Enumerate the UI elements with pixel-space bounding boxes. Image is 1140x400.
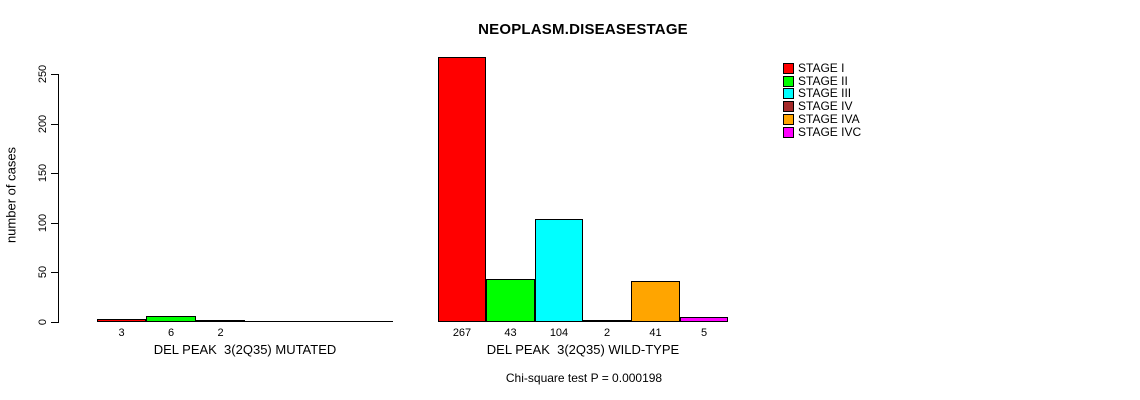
legend-label: STAGE IV <box>798 99 853 113</box>
y-tick-label: 100 <box>37 213 49 233</box>
y-tick-label: 0 <box>37 318 49 326</box>
y-axis-tick <box>51 173 59 174</box>
bar-stage-ii <box>486 279 535 322</box>
y-axis-tick <box>51 272 59 273</box>
bar-stage-ivc <box>680 317 728 322</box>
bar-stage-iva <box>631 281 680 322</box>
y-axis-line <box>58 74 59 323</box>
bar-stage-iii <box>535 219 583 322</box>
bar-value-label: 6 <box>167 327 175 339</box>
bar-stage-i <box>438 57 486 322</box>
legend-item: STAGE I <box>783 61 845 75</box>
legend-label: STAGE II <box>798 74 848 88</box>
bar-value-label: 267 <box>452 327 472 339</box>
legend-label: STAGE III <box>798 86 852 100</box>
bar-stage-ii <box>146 316 196 322</box>
y-tick-label: 250 <box>37 64 49 84</box>
legend-item: STAGE III <box>783 86 852 100</box>
legend-label: STAGE I <box>798 61 845 75</box>
legend-item: STAGE IVC <box>783 125 862 139</box>
bar-value-label: 3 <box>118 327 125 339</box>
bar-stage-iii <box>196 320 245 322</box>
y-tick-label: 200 <box>37 114 49 134</box>
y-axis-tick <box>51 322 59 323</box>
chart-title: NEOPLASM.DISEASESTAGE <box>478 21 688 38</box>
legend-swatch <box>783 127 794 138</box>
y-axis-tick <box>51 223 59 224</box>
legend-label: STAGE IVC <box>798 125 862 139</box>
legend-swatch <box>783 76 794 87</box>
legend-item: STAGE IV <box>783 99 853 113</box>
bar-value-label: 104 <box>549 327 569 339</box>
bar-value-label: 2 <box>603 327 611 339</box>
bar-stage-iv <box>583 320 631 322</box>
group-label: DEL PEAK 3(2Q35) WILD-TYPE <box>486 342 680 357</box>
bar-value-label: 5 <box>700 327 708 339</box>
bar-value-label: 43 <box>504 327 517 339</box>
group-label: DEL PEAK 3(2Q35) MUTATED <box>153 342 337 357</box>
legend-swatch <box>783 114 794 125</box>
bar-value-label: 2 <box>217 327 224 339</box>
y-tick-label: 150 <box>37 163 49 183</box>
bar-stage-i <box>97 319 146 322</box>
legend-swatch <box>783 101 794 112</box>
bar-value-label: 41 <box>649 327 662 339</box>
y-axis-tick <box>51 74 59 75</box>
y-tick-label: 50 <box>37 265 49 279</box>
legend-swatch <box>783 63 794 74</box>
legend-item: STAGE IVA <box>783 112 860 126</box>
y-axis-tick <box>51 124 59 125</box>
chi-square-annotation: Chi-square test P = 0.000198 <box>505 371 663 385</box>
legend-item: STAGE II <box>783 74 848 88</box>
x-baseline <box>97 321 393 322</box>
legend-swatch <box>783 88 794 99</box>
legend-label: STAGE IVA <box>798 112 860 126</box>
